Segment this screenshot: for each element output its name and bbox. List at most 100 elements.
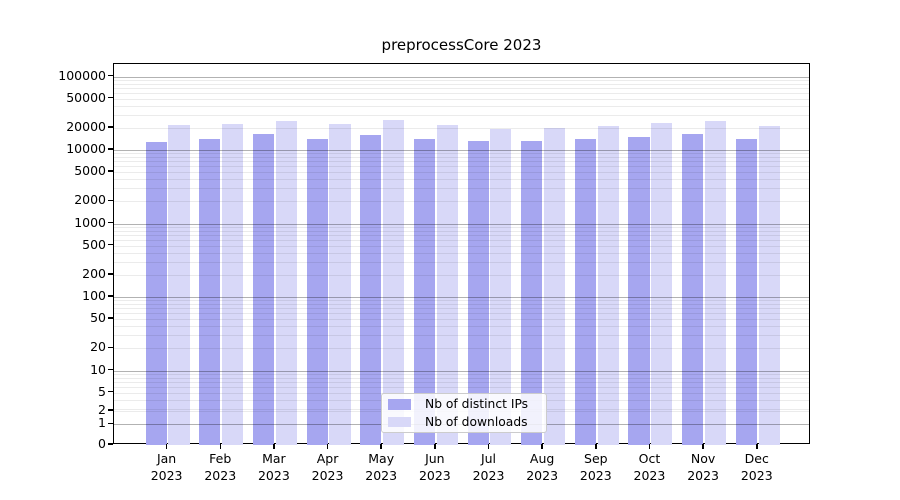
gridline-minor — [114, 201, 809, 203]
gridline-minor — [114, 252, 809, 254]
bar-distinct-ips-apr — [306, 138, 328, 445]
y-axis-tick-label: 20 — [90, 339, 106, 355]
x-axis-tick-mark — [487, 444, 490, 449]
gridline-minor — [114, 157, 809, 159]
x-axis-tick-mark — [380, 444, 382, 449]
bar-distinct-ips-dec — [735, 139, 757, 445]
x-axis-tick-label: Apr 2023 — [311, 451, 344, 483]
gridline-major — [114, 150, 809, 151]
gridline-minor — [114, 153, 809, 155]
y-axis-tick-mark — [108, 390, 113, 393]
gridline-minor — [114, 179, 809, 181]
gridline-minor — [114, 274, 809, 276]
bar-downloads-jan — [168, 125, 190, 445]
y-axis-tick-mark — [108, 243, 113, 246]
gridline-major — [114, 76, 809, 78]
gridline-minor — [114, 226, 809, 228]
x-axis-tick-label: Jan 2023 — [150, 451, 183, 483]
bar-distinct-ips-mar — [252, 133, 275, 445]
x-axis-tick-mark — [165, 444, 168, 449]
y-axis-tick-label: 20000 — [66, 118, 106, 134]
bar-downloads-oct — [651, 122, 673, 445]
y-axis-tick-label: 100 — [82, 288, 106, 303]
y-axis-tick-mark — [108, 96, 113, 99]
x-axis-tick-label: Jun 2023 — [418, 451, 451, 483]
gridline-minor — [114, 308, 809, 310]
y-axis-tick-mark — [108, 368, 113, 371]
x-axis-tick-mark — [648, 444, 651, 449]
bar-downloads-jul — [490, 128, 512, 445]
bar-distinct-ips-aug — [521, 140, 543, 445]
x-axis-tick-label: Aug 2023 — [526, 451, 559, 483]
y-axis-tick-label: 2 — [98, 402, 106, 417]
x-axis-tick-mark — [595, 444, 597, 449]
gridline-minor — [114, 373, 809, 375]
bar-distinct-ips-jun — [413, 139, 436, 445]
y-axis-tick-mark — [108, 273, 113, 275]
gridline-minor — [114, 381, 809, 383]
x-axis-tick-label: Nov 2023 — [687, 451, 719, 483]
y-axis-tick-mark — [108, 295, 113, 297]
plot-area — [113, 63, 810, 445]
gridline-minor — [114, 114, 809, 116]
y-axis-tick-mark — [108, 317, 113, 319]
y-axis-tick-mark — [108, 170, 113, 172]
x-axis-tick-label: Dec 2023 — [740, 451, 773, 483]
legend-swatch-distinct-ips — [388, 399, 411, 410]
y-axis-tick-label: 5000 — [74, 163, 106, 179]
legend-entry-distinct-ips: Nb of distinct IPs — [382, 397, 546, 412]
gridline-minor — [114, 239, 809, 241]
gridline-minor — [114, 300, 809, 302]
gridline-minor — [114, 83, 809, 85]
gridline-major — [114, 297, 809, 298]
y-axis-tick-mark — [108, 346, 113, 349]
y-axis-tick-label: 0 — [98, 436, 106, 451]
gridline-minor — [114, 87, 809, 89]
bar-distinct-ips-may — [360, 134, 382, 445]
y-axis-tick-label: 2000 — [74, 192, 106, 208]
y-axis-tick-label: 100000 — [58, 67, 106, 83]
bar-downloads-sep — [597, 125, 619, 445]
bar-distinct-ips-sep — [574, 138, 596, 445]
y-axis-tick-mark — [108, 409, 113, 411]
x-axis-tick-label: Oct 2023 — [633, 451, 666, 483]
bar-distinct-ips-feb — [199, 138, 221, 445]
y-axis-tick-mark — [108, 422, 113, 425]
y-axis-tick-mark — [108, 199, 113, 202]
gridline-minor — [114, 319, 809, 321]
gridline-minor — [114, 386, 809, 388]
bar-downloads-mar — [275, 120, 297, 445]
y-axis-tick-label: 10000 — [66, 141, 106, 156]
bar-distinct-ips-jul — [467, 140, 489, 445]
gridline-minor — [114, 161, 809, 163]
gridline-minor — [114, 261, 809, 263]
y-axis-tick-mark — [108, 126, 113, 128]
bar-downloads-feb — [222, 124, 244, 445]
gridline-minor — [114, 105, 809, 107]
x-axis-tick-mark — [219, 444, 221, 449]
gridline-minor — [114, 377, 809, 379]
gridline-major — [114, 223, 809, 225]
bar-downloads-apr — [329, 124, 351, 445]
chart-title: preprocessCore 2023 — [381, 36, 542, 54]
gridline-minor — [114, 230, 809, 232]
gridline-minor — [114, 234, 809, 236]
gridline-minor — [114, 98, 809, 100]
gridline-minor — [114, 313, 809, 315]
gridline-minor — [114, 245, 809, 247]
x-axis-tick-mark — [756, 444, 758, 449]
legend-entry-downloads: Nb of downloads — [382, 415, 546, 430]
x-axis-tick-label: Feb 2023 — [204, 451, 237, 483]
bar-distinct-ips-oct — [628, 137, 650, 445]
gridline-minor — [114, 326, 809, 328]
gridline-minor — [114, 304, 809, 306]
bar-downloads-nov — [704, 120, 727, 445]
x-axis-tick-label: Mar 2023 — [257, 451, 290, 483]
x-axis-tick-label: Jul 2023 — [472, 451, 505, 483]
x-axis-tick-mark — [326, 444, 329, 449]
bar-downloads-jun — [436, 125, 458, 445]
x-axis-tick-mark — [541, 444, 543, 449]
gridline-minor — [114, 127, 809, 129]
gridline-minor — [114, 172, 809, 174]
